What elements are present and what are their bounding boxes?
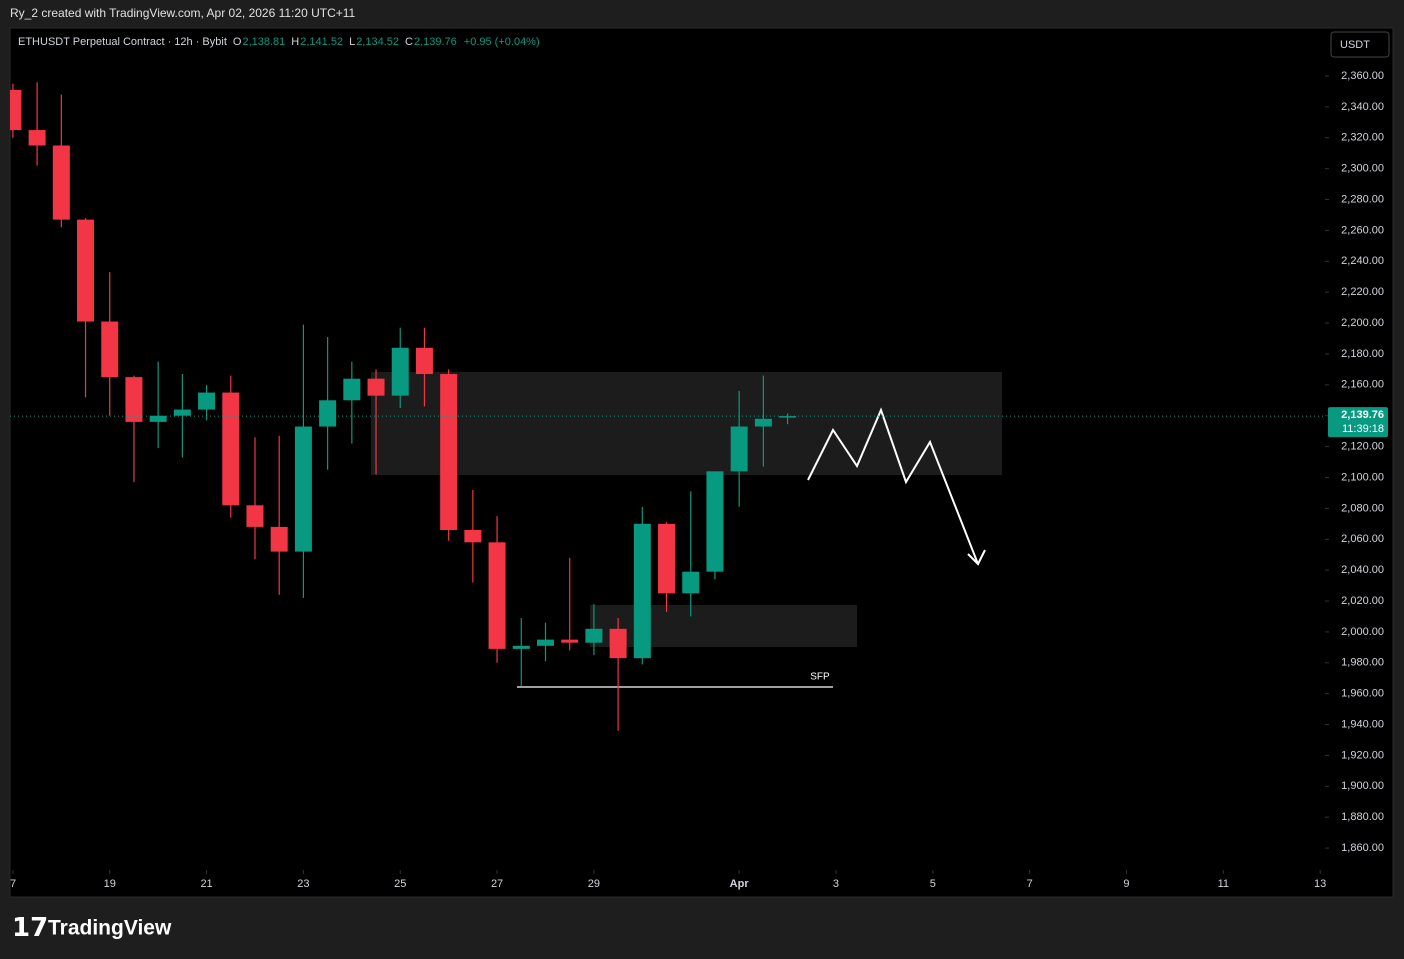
x-tick-label: 23 bbox=[297, 878, 309, 890]
y-tick-label: 2,200.00 bbox=[1341, 317, 1384, 329]
candle-body bbox=[585, 628, 603, 643]
candle-body bbox=[198, 392, 216, 410]
candle-body bbox=[779, 416, 797, 418]
demand-zone bbox=[590, 605, 857, 647]
y-tick-label: 2,080.00 bbox=[1341, 502, 1384, 514]
y-tick-label: 1,900.00 bbox=[1341, 780, 1384, 792]
x-tick-label: 7 bbox=[10, 878, 16, 890]
candle-body bbox=[730, 426, 748, 472]
candle-body bbox=[125, 377, 143, 422]
x-tick-label: 25 bbox=[394, 878, 406, 890]
x-tick-label: 9 bbox=[1123, 878, 1129, 890]
x-tick-label: 19 bbox=[104, 878, 116, 890]
candle-body bbox=[536, 639, 554, 646]
x-tick-label: 13 bbox=[1314, 878, 1326, 890]
y-tick-label: 2,160.00 bbox=[1341, 379, 1384, 391]
last-price-label: 2,139.76 bbox=[1341, 409, 1384, 421]
legend-value: 2,139.76 bbox=[414, 36, 457, 48]
y-tick-label: 2,000.00 bbox=[1341, 626, 1384, 638]
y-tick-label: 2,300.00 bbox=[1341, 163, 1384, 175]
candle-body bbox=[149, 415, 167, 422]
x-tick-label: 21 bbox=[200, 878, 212, 890]
candle-body bbox=[391, 347, 409, 396]
candle-body bbox=[294, 426, 312, 552]
x-tick-label: 3 bbox=[833, 878, 839, 890]
candle-body bbox=[246, 505, 264, 527]
chart-title: ETHUSDT Perpetual Contract · 12h · Bybit bbox=[18, 36, 227, 48]
legend-value: 2,134.52 bbox=[356, 36, 399, 48]
candle-body bbox=[101, 321, 119, 378]
countdown-label: 11:39:18 bbox=[1342, 423, 1384, 435]
candle-body bbox=[367, 378, 385, 396]
x-tick-label: 11 bbox=[1218, 878, 1229, 890]
sfp-label: SFP bbox=[810, 672, 830, 683]
axes: 2,360.00 2,340.00 2,320.00 2,300.00 2,280.00… bbox=[10, 70, 1388, 890]
legend-key: C bbox=[405, 36, 413, 48]
y-tick-label: 2,120.00 bbox=[1341, 441, 1384, 453]
candle-body bbox=[343, 378, 361, 401]
candles bbox=[10, 82, 1325, 731]
y-tick-label: 1,880.00 bbox=[1341, 811, 1384, 823]
candle-body bbox=[706, 471, 724, 572]
y-tick-label: 2,240.00 bbox=[1341, 255, 1384, 267]
candle-body bbox=[222, 392, 240, 506]
candle-body bbox=[28, 130, 46, 146]
legend-value: 2,138.81 bbox=[242, 36, 285, 48]
legend-key: O bbox=[233, 36, 242, 48]
resistance-zone bbox=[371, 372, 1002, 475]
y-tick-label: 2,060.00 bbox=[1341, 533, 1384, 545]
candle-body bbox=[319, 400, 337, 427]
candle-body bbox=[561, 639, 579, 643]
candle-body bbox=[440, 374, 458, 530]
y-tick-label: 1,980.00 bbox=[1341, 657, 1384, 669]
projection-arrowhead bbox=[967, 549, 986, 566]
x-tick-label: 7 bbox=[1027, 878, 1033, 890]
y-tick-label: 2,360.00 bbox=[1341, 70, 1384, 82]
ohlc-legend: O 2,138.81 H 2,141.52 L 2,134.52 C 2,139.76 +0.9… bbox=[233, 36, 540, 48]
x-tick-label: 27 bbox=[491, 878, 503, 890]
candle-body bbox=[512, 645, 530, 649]
y-tick-label: 2,040.00 bbox=[1341, 564, 1384, 576]
candle-body bbox=[10, 89, 22, 131]
legend-value: +0.95 (+0.04%) bbox=[464, 36, 540, 48]
legend-value: 2,141.52 bbox=[300, 36, 343, 48]
currency[interactable]: USDT bbox=[1340, 39, 1370, 51]
y-tick-label: 1,920.00 bbox=[1341, 749, 1384, 761]
legend-key: H bbox=[291, 36, 299, 48]
candle-body bbox=[173, 409, 191, 416]
y-tick-label: 2,220.00 bbox=[1341, 286, 1384, 298]
last-price-tag bbox=[1328, 407, 1388, 438]
page-header: Ry_2 created with TradingView.com, Apr 0… bbox=[10, 6, 356, 20]
candle-body bbox=[464, 529, 482, 543]
candle-body bbox=[52, 145, 70, 220]
y-tick-label: 1,960.00 bbox=[1341, 688, 1384, 700]
candle-body bbox=[415, 347, 433, 375]
candle-body bbox=[633, 523, 651, 659]
y-tick-label: 2,020.00 bbox=[1341, 595, 1384, 607]
y-tick-label: 1,860.00 bbox=[1341, 842, 1384, 854]
y-tick-label: 2,100.00 bbox=[1341, 471, 1384, 483]
brand-logo: 𝟭𝟳 bbox=[12, 912, 48, 942]
candle-body bbox=[609, 628, 627, 659]
candle-body bbox=[658, 523, 676, 594]
candle-body bbox=[682, 571, 700, 594]
y-tick-label: 2,340.00 bbox=[1341, 101, 1384, 113]
brand: TradingView bbox=[48, 917, 172, 940]
currency-button[interactable] bbox=[1330, 31, 1390, 58]
y-tick-label: 2,280.00 bbox=[1341, 193, 1384, 205]
candle-body bbox=[270, 526, 288, 552]
y-tick-label: 2,260.00 bbox=[1341, 224, 1384, 236]
y-tick-label: 1,940.00 bbox=[1341, 718, 1384, 730]
candle-body bbox=[77, 219, 95, 322]
y-tick-label: 2,180.00 bbox=[1341, 348, 1384, 360]
legend-key: L bbox=[349, 36, 355, 48]
x-tick-label: 5 bbox=[930, 878, 936, 890]
candle-body bbox=[488, 542, 506, 649]
y-tick-label: 2,320.00 bbox=[1341, 132, 1384, 144]
candle-body bbox=[754, 418, 772, 427]
x-tick-label: Apr bbox=[730, 878, 750, 890]
x-tick-label: 29 bbox=[588, 878, 600, 890]
projection-path bbox=[807, 407, 979, 565]
